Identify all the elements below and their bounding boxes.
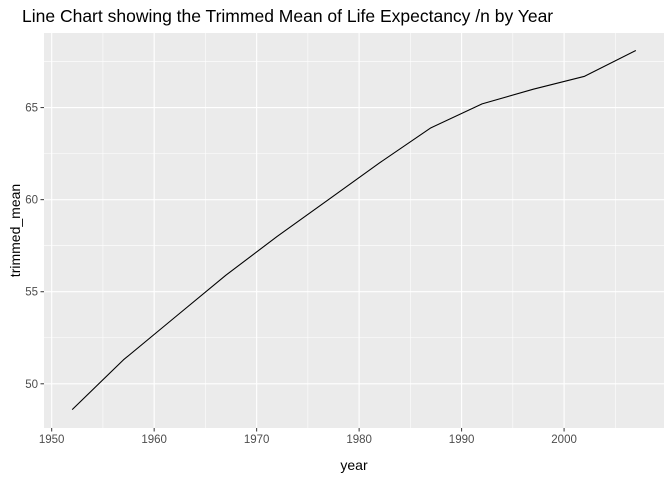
- series-line: [71, 49, 637, 410]
- x-tick-label: 1990: [449, 434, 475, 446]
- y-tick-label: 50: [25, 379, 38, 391]
- major-gridlines: [44, 33, 664, 428]
- minor-gridlines: [44, 33, 664, 428]
- x-tick-label: 1960: [141, 434, 167, 446]
- x-tick-label: 1970: [244, 434, 270, 446]
- series-layer: [71, 49, 637, 410]
- x-axis-title: year: [340, 457, 368, 473]
- y-axis-title: trimmed_mean: [7, 184, 23, 277]
- x-axis: 1950 1960 1970 1980 1990 2000: [39, 428, 577, 446]
- chart-title: Line Chart showing the Trimmed Mean of L…: [22, 6, 553, 26]
- y-tick-label: 65: [25, 103, 38, 115]
- y-tick-label: 60: [25, 195, 38, 207]
- plot-panel: [44, 33, 664, 428]
- y-tick-label: 55: [25, 287, 38, 299]
- y-axis: 50 55 60 65: [25, 103, 44, 391]
- x-tick-label: 2000: [551, 434, 577, 446]
- x-tick-label: 1950: [39, 434, 65, 446]
- x-tick-label: 1980: [346, 434, 372, 446]
